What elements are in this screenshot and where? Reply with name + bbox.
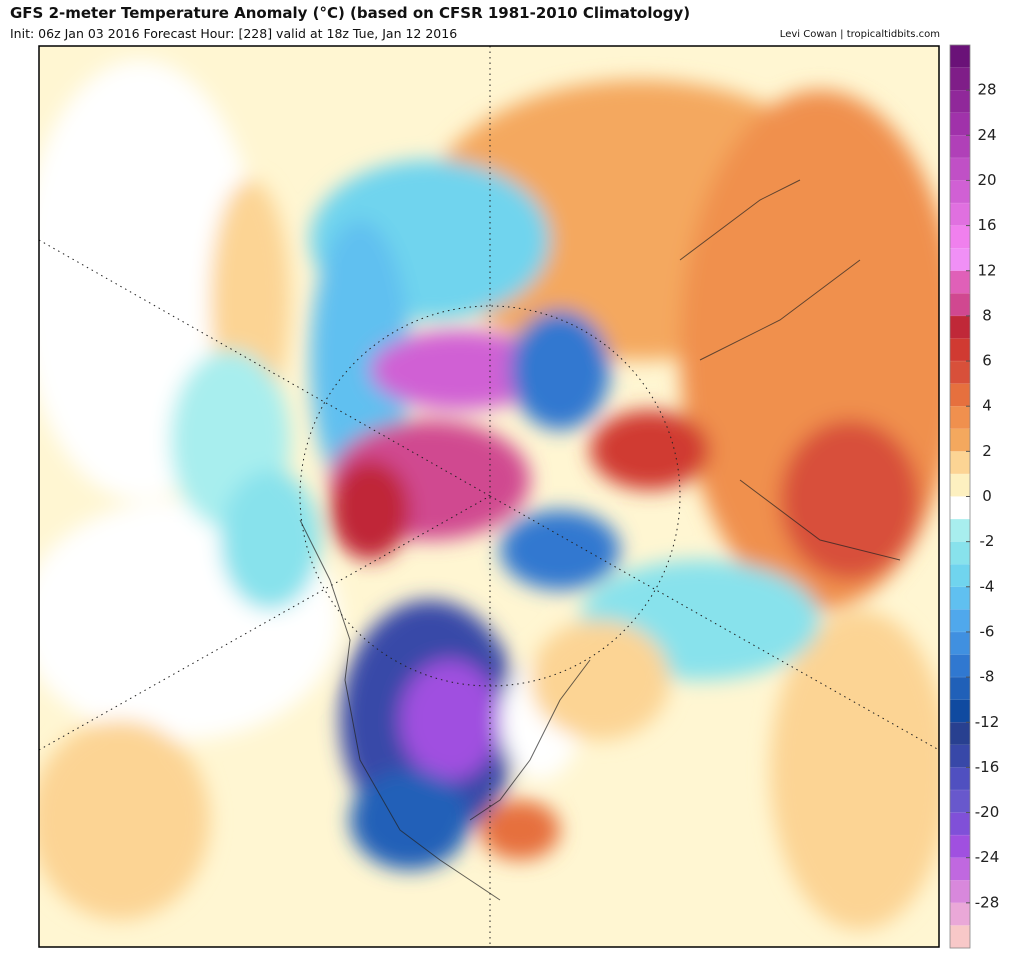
colorbar-tick-label: -12 <box>975 713 1000 731</box>
colorbar-swatch <box>950 631 970 655</box>
colorbar-tick-label: 6 <box>982 352 992 370</box>
colorbar-tick-label: -2 <box>980 532 995 550</box>
colorbar-tick-label: 2 <box>982 442 992 460</box>
colorbar-tick-label: 12 <box>977 261 996 279</box>
colorbar-swatch <box>950 361 970 384</box>
subtitle: Init: 06z Jan 03 2016 Forecast Hour: [22… <box>10 26 458 41</box>
colorbar-swatch <box>950 586 970 610</box>
colorbar-swatch <box>950 67 970 91</box>
credit: Levi Cowan | tropicaltidbits.com <box>779 29 940 40</box>
colorbar-swatch <box>950 112 970 136</box>
colorbar-swatch <box>950 180 970 204</box>
title: GFS 2-meter Temperature Anomaly (°C) (ba… <box>10 4 691 22</box>
colorbar-swatch <box>950 203 970 226</box>
colorbar-swatch <box>950 789 970 813</box>
colorbar-swatch <box>950 902 970 926</box>
colorbar-tick-label: 16 <box>977 216 996 234</box>
colorbar-swatch <box>950 835 970 858</box>
colorbar-swatch <box>950 609 970 633</box>
colorbar-swatch <box>950 699 970 723</box>
colorbar-tick-label: -28 <box>975 893 1000 911</box>
colorbar-swatch <box>950 541 970 565</box>
colorbar-tick-label: 28 <box>977 81 996 99</box>
colorbar-swatch <box>950 451 970 475</box>
colorbar-swatch <box>950 406 970 430</box>
colorbar-swatch <box>950 880 970 904</box>
colorbar-swatch <box>950 315 970 339</box>
colorbar-swatch <box>950 135 970 159</box>
colorbar-swatch <box>950 428 970 452</box>
colorbar-tick-label: -6 <box>980 622 995 640</box>
anomaly-field <box>39 46 939 947</box>
colorbar-swatch <box>950 722 970 746</box>
colorbar-tick-label: -8 <box>980 668 995 686</box>
colorbar-swatch <box>950 45 970 68</box>
colorbar-swatch <box>950 496 970 520</box>
colorbar-tick-label: 4 <box>982 397 992 415</box>
colorbar-swatch <box>950 677 970 700</box>
colorbar-tick-label: -4 <box>980 577 995 595</box>
colorbar-swatch <box>950 564 970 588</box>
colorbar-tick-label: -16 <box>975 758 1000 776</box>
colorbar-swatch <box>950 519 970 542</box>
colorbar-swatch <box>950 383 970 407</box>
colorbar-swatch <box>950 473 970 497</box>
colorbar-swatch <box>950 812 970 836</box>
colorbar-swatch <box>950 925 970 949</box>
colorbar-swatch <box>950 225 970 249</box>
colorbar-swatch <box>950 248 970 272</box>
colorbar-tick-label: 24 <box>977 126 996 144</box>
colorbar-swatch <box>950 654 970 678</box>
colorbar-swatch <box>950 744 970 768</box>
colorbar-swatch <box>950 857 970 881</box>
colorbar-tick-label: 20 <box>977 171 996 189</box>
colorbar-swatch <box>950 270 970 294</box>
colorbar-swatch <box>950 90 970 114</box>
colorbar-tick-label: 8 <box>982 306 992 324</box>
colorbar-swatch <box>950 157 970 181</box>
colorbar-swatch <box>950 293 970 317</box>
colorbar-tick-label: -24 <box>975 848 1000 866</box>
colorbar-tick-label: -20 <box>975 803 1000 821</box>
colorbar-tick-label: 0 <box>982 487 992 505</box>
colorbar-swatch <box>950 767 970 791</box>
colorbar-swatch <box>950 338 970 362</box>
